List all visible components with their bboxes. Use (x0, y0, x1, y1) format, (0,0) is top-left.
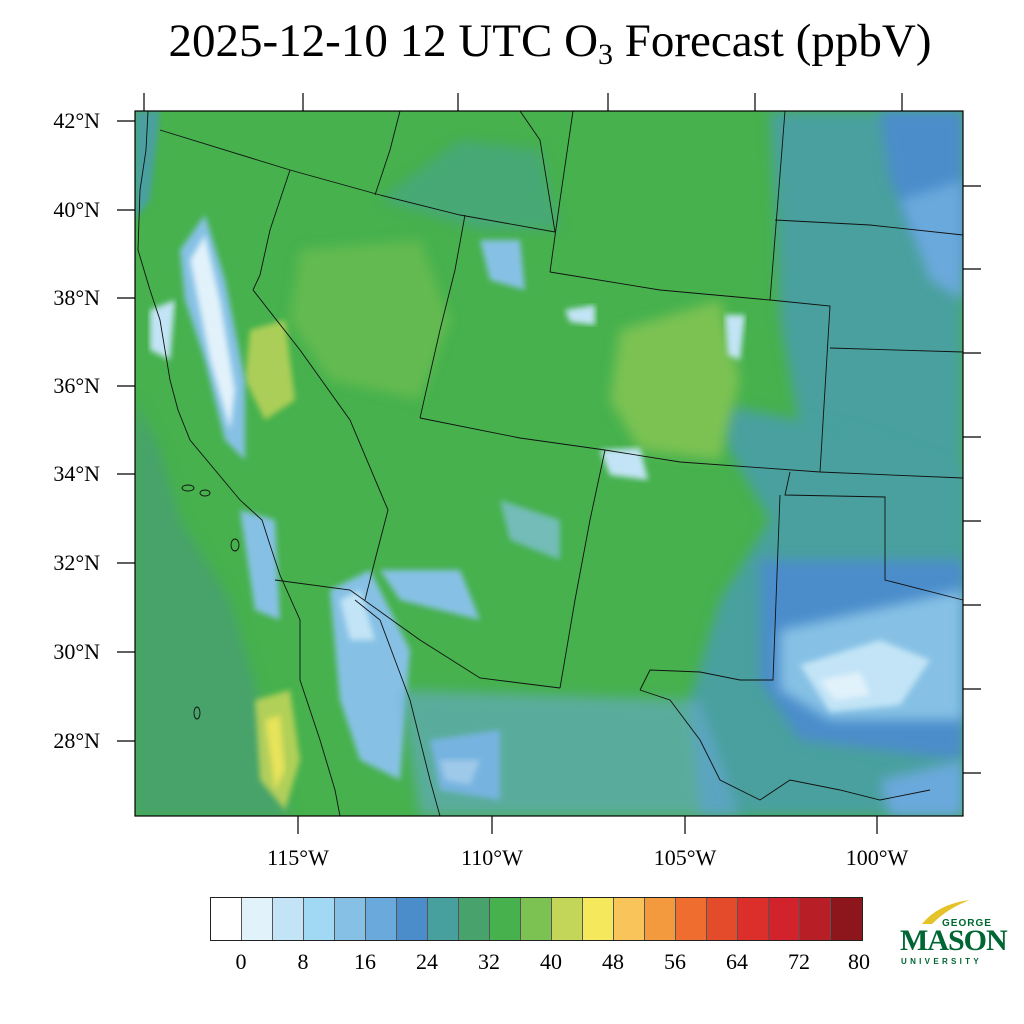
lat-label-30: 30°N (53, 639, 100, 664)
lat-label-28: 28°N (53, 728, 100, 753)
colorbar-cell (490, 898, 521, 940)
lat-label-36: 36°N (53, 373, 100, 398)
title-main: 2025-12-10 12 UTC O (168, 15, 599, 67)
colorbar-label: 32 (478, 949, 500, 974)
colorbar (210, 897, 863, 941)
colorbar-cell (211, 898, 242, 940)
map-frame (134, 110, 964, 817)
colorbar-cell (459, 898, 490, 940)
lat-label-42: 42°N (53, 108, 100, 133)
colorbar-cell (614, 898, 645, 940)
islands (181, 484, 240, 720)
map-title: 2025-12-10 12 UTC O3 Forecast (ppbV) (0, 14, 1024, 72)
lon-label-100: 100°W (845, 845, 909, 870)
colorbar-cell (304, 898, 335, 940)
colorbar-label: 40 (540, 949, 562, 974)
colorbar-label: 24 (416, 949, 438, 974)
colorbar-label: 64 (726, 949, 748, 974)
colorbar-cell (521, 898, 552, 940)
lon-label-115: 115°W (267, 845, 329, 870)
colorbar-cell (335, 898, 366, 940)
logo-mason: MASON (900, 924, 1008, 957)
boundaries (137, 110, 964, 817)
lon-label-105: 105°W (653, 845, 717, 870)
lat-label-40: 40°N (53, 197, 100, 222)
colorbar-cell (552, 898, 583, 940)
colorbar-label: 16 (354, 949, 376, 974)
lon-label-110: 110°W (461, 845, 523, 870)
lat-label-32: 32°N (53, 550, 100, 575)
colorbar-cell (273, 898, 304, 940)
colorbar-cell (645, 898, 676, 940)
title-rest: Forecast (ppbV) (613, 15, 932, 67)
colorbar-cell (800, 898, 831, 940)
tick-marks (117, 93, 981, 834)
colorbar-cell (366, 898, 397, 940)
colorbar-label: 72 (788, 949, 810, 974)
concentration-field (135, 111, 963, 816)
logo-swoosh-icon (922, 900, 970, 924)
colorbar-cell (583, 898, 614, 940)
lat-label-34: 34°N (53, 461, 100, 486)
colorbar-label: 80 (848, 949, 870, 974)
colorbar-cell (428, 898, 459, 940)
gmu-logo: GEORGE MASON UNIVERSITY (898, 898, 1008, 973)
lat-label-38: 38°N (53, 285, 100, 310)
colorbar-cell (707, 898, 738, 940)
colorbar-cell (676, 898, 707, 940)
colorbar-cell (769, 898, 800, 940)
colorbar-label: 56 (664, 949, 686, 974)
colorbar-cell (831, 898, 862, 940)
colorbar-cell (738, 898, 769, 940)
title-subscript: 3 (598, 38, 614, 71)
colorbar-label: 0 (235, 949, 247, 974)
colorbar-cell (397, 898, 428, 940)
colorbar-cell (242, 898, 273, 940)
colorbar-label: 48 (602, 949, 624, 974)
logo-george: GEORGE (942, 918, 992, 929)
logo-university: UNIVERSITY (901, 957, 983, 966)
colorbar-label: 8 (297, 949, 309, 974)
